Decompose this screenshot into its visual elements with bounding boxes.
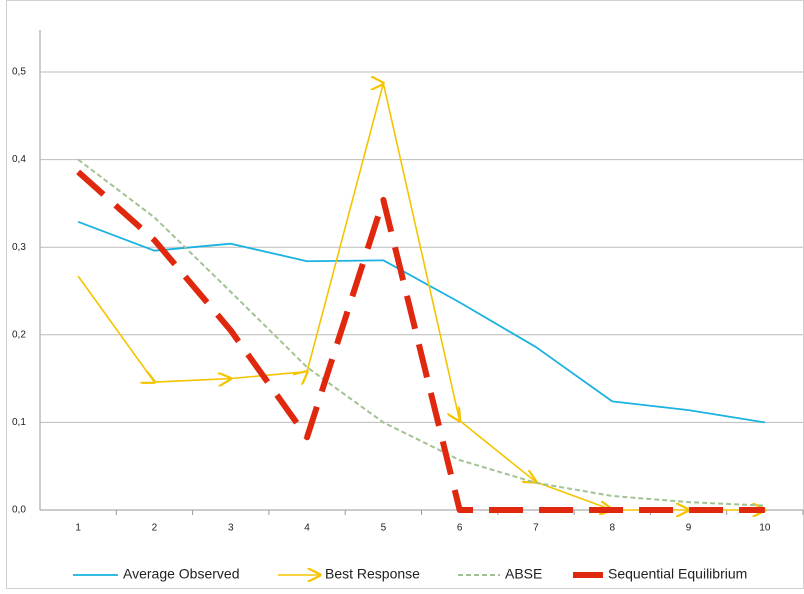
x-tick-label: 8 [609, 523, 615, 534]
x-tick-label: 6 [457, 523, 463, 534]
x-tick-label: 5 [381, 523, 387, 534]
x-tick-label: 4 [304, 523, 310, 534]
series-line [76, 169, 765, 513]
x-tick-label: 3 [228, 523, 234, 534]
y-tick-label: 0,0 [12, 505, 26, 516]
y-tick-label: 0,1 [12, 417, 26, 428]
legend-label: Sequential Equilibrium [608, 566, 747, 582]
legend-label: Best Response [325, 566, 420, 582]
x-tick-label: 9 [686, 523, 692, 534]
series-line [77, 158, 765, 507]
legend-label: ABSE [505, 566, 542, 582]
chart-frame [6, 0, 804, 589]
legend-label: Average Observed [123, 566, 239, 582]
y-tick-label: 0,4 [12, 154, 26, 165]
y-tick-label: 0,3 [12, 242, 26, 253]
x-tick-label: 10 [759, 523, 771, 534]
y-tick-label: 0,5 [12, 67, 26, 78]
x-tick-label: 1 [75, 523, 81, 534]
x-tick-label: 2 [152, 523, 158, 534]
y-tick-label: 0,2 [12, 329, 26, 340]
series-line [77, 83, 765, 510]
x-tick-label: 7 [533, 523, 539, 534]
